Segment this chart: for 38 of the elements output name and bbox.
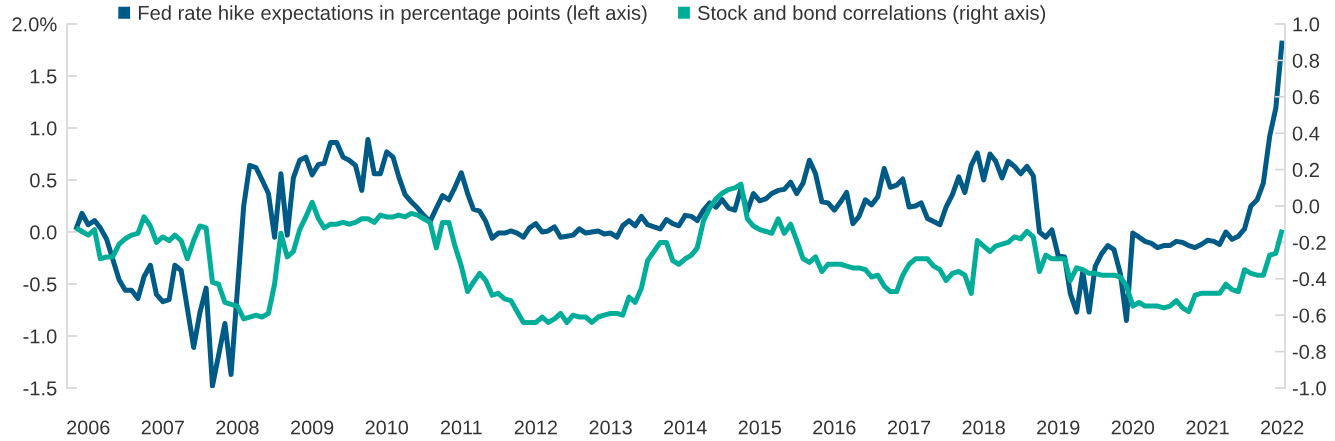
x-tick-label: 2014 [664,420,707,435]
x-tick-label: 2009 [291,420,334,435]
y2-tick-label: -0.8 [1292,344,1326,360]
x-tick-label: 2021 [1186,420,1229,435]
y2-tick-label: 0.8 [1292,53,1320,68]
x-tick-label: 2010 [365,420,409,435]
x-tick-label: 2008 [216,420,259,435]
y2-tick-label: 0.0 [1292,199,1320,214]
x-tick-label: 2013 [589,420,632,435]
y2-tick-label: -0.6 [1292,308,1326,323]
x-tick-label: 2011 [440,420,482,435]
y-tick-label: 0.0 [30,225,57,240]
x-tick-label: 2006 [67,420,110,435]
y-tick-label: -1.5 [23,381,57,396]
x-tick-label: 2019 [1037,420,1080,435]
y2-tick-label: 0.2 [1292,162,1319,178]
x-tick-label: 2015 [738,420,782,435]
y-tick-label: 1.0 [30,121,57,136]
y2-tick-label: -0.4 [1292,272,1327,287]
y2-tick-label: 0.6 [1292,90,1320,105]
legend-label: Fed rate hike expectations in percentage points (left axis) [138,5,647,24]
x-tick-label: 2017 [888,420,931,435]
x-tick-label: 2022 [1261,420,1304,435]
y2-tick-label: 1.0 [1293,17,1320,32]
y-tick-label: -0.5 [23,277,57,292]
x-tick-label: 2018 [962,420,1005,435]
x-tick-label: 2016 [813,420,856,435]
legend-label: Stock and bond correlations (right axis) [697,5,1046,24]
x-tick-label: 2020 [1111,420,1155,435]
y-tick-label: 2.0% [12,17,57,32]
y2-tick-label: -1.0 [1292,381,1326,396]
y-tick-label: 1.5 [30,69,57,84]
y-tick-label: -1.0 [23,329,57,344]
x-tick-label: 2012 [514,420,557,435]
x-tick-label: 2007 [141,420,184,435]
y-tick-label: 0.5 [30,173,57,188]
y2-tick-label: -0.2 [1292,235,1326,250]
y2-tick-label: 0.4 [1292,126,1320,141]
